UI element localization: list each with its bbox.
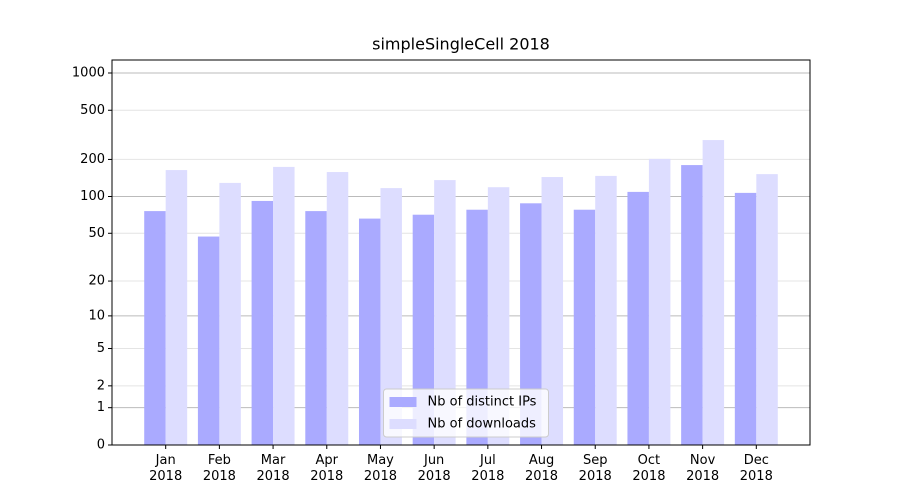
y-tick-label: 0	[97, 438, 105, 453]
bar	[595, 175, 617, 446]
x-tick-label: Jun 2018	[417, 453, 451, 484]
legend-swatch	[389, 419, 417, 429]
y-tick-label: 2	[97, 378, 105, 393]
bar	[412, 214, 435, 445]
y-tick-label: 1	[97, 400, 105, 415]
bar	[520, 203, 542, 445]
bar	[273, 166, 295, 446]
x-tick-label: Jul 2018	[471, 453, 505, 484]
x-tick-label: May 2018	[363, 453, 397, 484]
legend-box	[383, 388, 549, 438]
bar	[573, 209, 596, 445]
bar	[326, 172, 349, 445]
bar	[648, 158, 671, 445]
legend-label: Nb of downloads	[428, 417, 537, 432]
bar	[466, 209, 488, 445]
bar	[251, 200, 274, 445]
x-tick-label: Aug 2018	[524, 453, 559, 484]
bar	[305, 211, 327, 445]
legend-label: Nb of distinct IPs	[428, 395, 537, 410]
bar	[358, 218, 381, 445]
x-tick-label: Feb 2018	[202, 453, 236, 484]
bar	[681, 165, 703, 445]
bar	[165, 170, 188, 445]
bar	[434, 180, 456, 445]
y-tick-label: 50	[88, 226, 105, 241]
bar	[197, 236, 220, 445]
bar	[627, 191, 649, 445]
plot-frame	[111, 59, 811, 446]
bar	[487, 187, 510, 445]
y-tick-label: 500	[80, 103, 105, 118]
y-tick-label: 10	[88, 308, 105, 323]
legend-swatch	[389, 397, 417, 407]
x-tick-label: Jan 2018	[149, 453, 183, 484]
bar	[734, 192, 757, 445]
chart-title: simpleSingleCell 2018	[372, 35, 550, 54]
bar	[702, 140, 725, 445]
y-tick-label: 200	[80, 152, 105, 167]
x-tick-label: Oct 2018	[632, 453, 666, 484]
legend: Nb of distinct IPs Nb of downloads	[383, 388, 549, 438]
x-tick-label: Mar 2018	[256, 453, 290, 484]
bar	[756, 174, 778, 445]
y-tick-label: 20	[88, 274, 105, 289]
x-tick-label: Sep 2018	[578, 453, 612, 484]
bar	[541, 177, 564, 445]
y-tick-label: 1000	[72, 65, 105, 80]
x-tick-label: Dec 2018	[739, 453, 773, 484]
bar	[144, 211, 166, 445]
bar	[219, 182, 241, 446]
bar	[380, 188, 402, 445]
x-tick-label: Apr 2018	[310, 453, 344, 484]
y-tick-label: 100	[80, 189, 105, 204]
y-tick-label: 5	[97, 341, 105, 356]
x-tick-label: Nov 2018	[686, 453, 720, 484]
